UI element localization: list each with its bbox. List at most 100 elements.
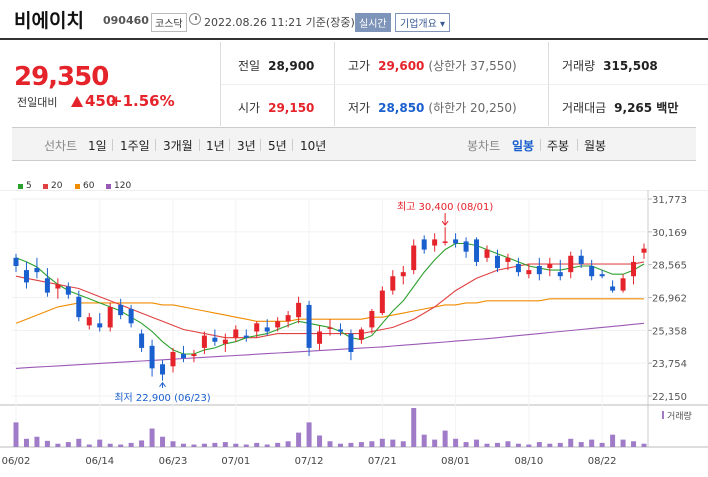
candle-body: [453, 239, 459, 244]
stat-high: 고가 29,600 (상한가 37,550): [348, 57, 517, 74]
volume-bar: [201, 443, 207, 447]
volume-bar: [86, 444, 92, 447]
candle-body: [264, 327, 270, 332]
volume-bar: [453, 438, 459, 447]
legend-label: 5: [26, 181, 32, 191]
candle-body: [65, 286, 71, 295]
tab-1y[interactable]: 1년: [206, 139, 225, 153]
candle-body: [76, 296, 82, 318]
candle-body: [589, 266, 595, 277]
volume-bar: [641, 443, 647, 447]
legend-ma60: 60: [75, 181, 94, 191]
candle-body: [494, 255, 500, 269]
candle-body: [432, 239, 438, 246]
candle-body: [641, 248, 647, 253]
volume-bar: [358, 442, 364, 447]
change-percent: +1.56%: [110, 92, 175, 110]
volume-bar: [170, 441, 176, 447]
price-summary: 29,350 전일대비 450 +1.56%: [0, 42, 220, 126]
volume-legend-swatch: [662, 411, 664, 419]
candle-body: [149, 345, 155, 369]
legend-label: 20: [51, 181, 63, 191]
tab-3m[interactable]: 3개월: [163, 139, 193, 153]
candle-body: [610, 286, 616, 291]
volume-bar: [589, 439, 595, 447]
candle-body: [442, 241, 448, 243]
volume-bar: [599, 442, 605, 447]
volume-bar: [128, 442, 134, 447]
legend-ma120: 120: [106, 181, 131, 191]
candle-body: [536, 266, 542, 275]
tab-daily[interactable]: 일봉: [512, 139, 535, 153]
x-tick-label: 07/21: [368, 456, 397, 467]
candle-body: [44, 278, 50, 293]
legend-swatch: [43, 183, 48, 189]
volume-bar: [285, 441, 291, 447]
volume-bar: [327, 441, 333, 447]
candle-body: [180, 354, 186, 359]
candle-body: [285, 315, 291, 322]
line-chart-label: 선차트: [44, 139, 78, 153]
candle-body: [474, 239, 480, 262]
tab-1w[interactable]: 1주일: [120, 139, 150, 153]
tab-separator: [155, 139, 156, 151]
change-amount: 450: [85, 92, 117, 110]
volume-bar: [191, 444, 197, 447]
volume-bar: [139, 440, 145, 447]
x-tick-label: 06/14: [85, 456, 114, 467]
candle-body: [191, 354, 197, 357]
candle-body: [599, 274, 605, 277]
candle-body: [160, 364, 166, 375]
realtime-button[interactable]: 실시간: [355, 13, 391, 32]
stat-volume: 거래량 315,508: [562, 57, 658, 74]
tab-separator: [260, 139, 261, 151]
legend-swatch: [106, 183, 111, 189]
candle-body: [337, 329, 343, 332]
candle-body: [86, 317, 92, 326]
volume-bar: [222, 442, 228, 447]
volume-bar: [212, 442, 218, 447]
stat-amount-label: 거래대금: [562, 101, 607, 115]
change-label: 전일대비: [17, 96, 58, 109]
candle-body: [578, 255, 584, 264]
tab-1d[interactable]: 1일: [88, 139, 107, 153]
candle-body: [222, 339, 228, 344]
candle-body: [369, 311, 375, 328]
volume-bar: [317, 435, 323, 447]
y-tick-label: 31,773: [652, 195, 687, 206]
candle-body: [296, 302, 302, 318]
volume-bar: [411, 408, 417, 447]
legend-swatch: [75, 183, 80, 189]
y-tick-label: 22,150: [652, 392, 687, 403]
volume-bar: [254, 442, 260, 447]
candlestick-chart: 31,773 30,169 28,565 26,962 25,358 23,754 22,1…: [0, 190, 708, 467]
volume-bar: [536, 442, 542, 447]
volume-bar: [23, 438, 29, 447]
volume-bar: [557, 442, 563, 447]
volume-bar: [107, 443, 113, 447]
candle-body: [631, 261, 637, 277]
volume-bar: [474, 439, 480, 447]
volume-bar: [515, 443, 521, 447]
candle-body: [568, 255, 574, 273]
legend-label: 120: [114, 181, 132, 191]
volume-bar: [55, 443, 61, 447]
tab-monthly[interactable]: 월봉: [584, 139, 607, 153]
stat-high-value: 29,600: [378, 59, 425, 73]
tab-3y[interactable]: 3년: [237, 139, 256, 153]
volume-bar: [379, 438, 385, 447]
volume-bar: [631, 441, 637, 447]
candle-body: [128, 308, 134, 324]
y-tick-label: 30,169: [652, 228, 687, 239]
tab-separator: [577, 139, 578, 151]
company-info-dropdown[interactable]: 기업개요 ▾: [395, 13, 451, 32]
volume-bar: [76, 438, 82, 447]
tab-5y[interactable]: 5년: [268, 139, 287, 153]
candle-body: [306, 304, 312, 348]
volume-bar: [400, 441, 406, 447]
low-annotation: 최저 22,900 (06/23): [114, 392, 210, 404]
volume-bar: [348, 442, 354, 447]
tab-weekly[interactable]: 주봉: [547, 139, 570, 153]
tab-10y[interactable]: 10년: [300, 139, 327, 153]
candle-body: [233, 329, 239, 338]
